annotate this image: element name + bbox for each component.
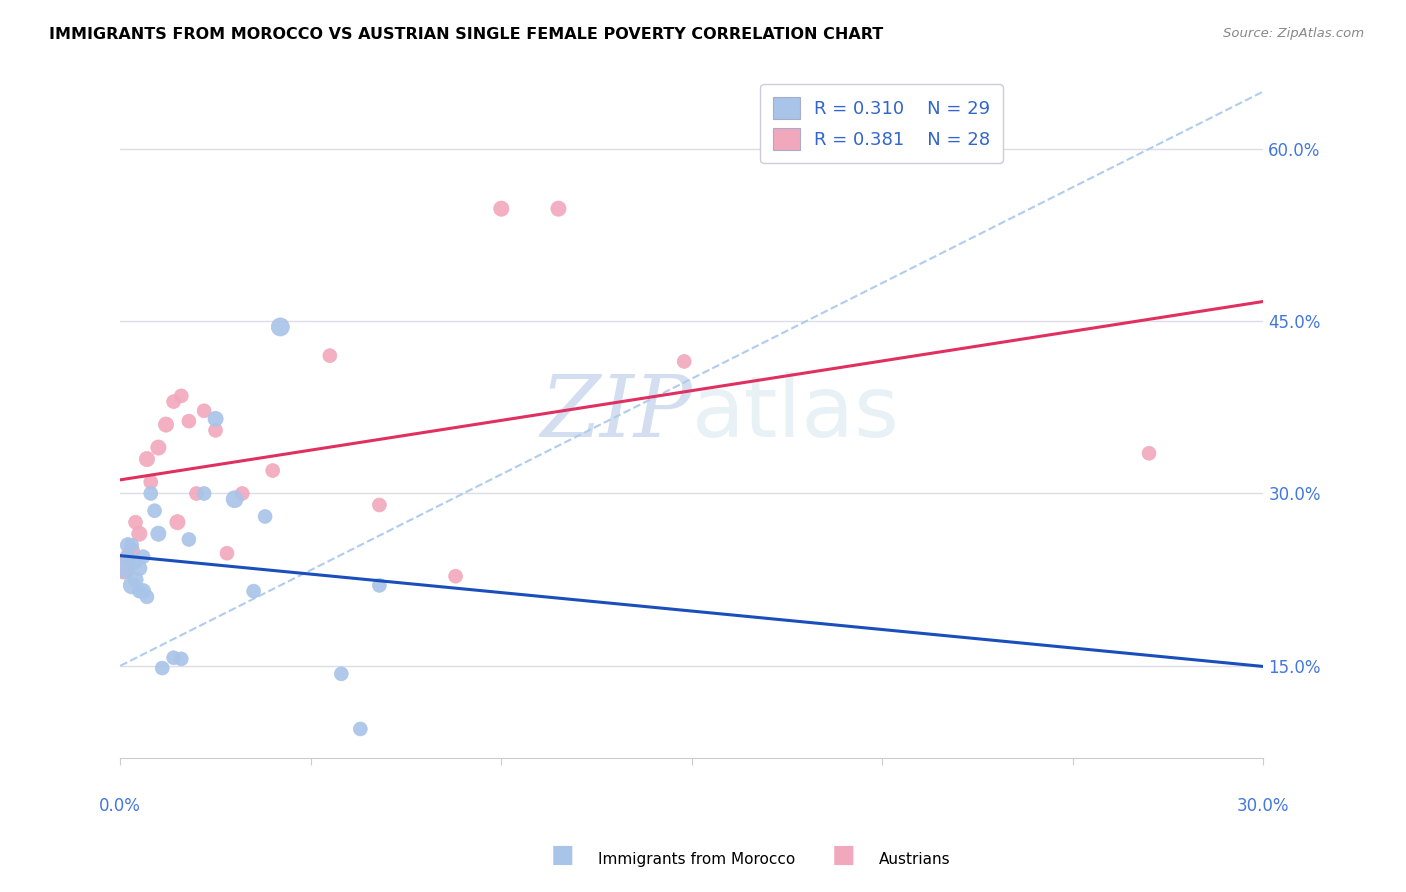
Point: [231, 486, 253, 500]
Point: [148, 526, 170, 541]
Text: 30.0%: 30.0%: [1237, 797, 1289, 814]
Point: [673, 354, 696, 368]
Point: [254, 509, 277, 524]
Point: [128, 526, 150, 541]
Point: [136, 452, 159, 467]
Text: ■: ■: [832, 843, 855, 867]
Point: [124, 556, 146, 570]
Point: [143, 504, 166, 518]
Point: [186, 486, 208, 500]
Text: atlas: atlas: [692, 372, 900, 455]
Point: [117, 549, 139, 564]
Point: [368, 498, 391, 512]
Point: [121, 544, 143, 558]
Point: [132, 549, 155, 564]
Point: [121, 556, 143, 570]
Point: [204, 412, 226, 426]
Point: [139, 486, 162, 500]
Text: Austrians: Austrians: [879, 852, 950, 867]
Point: [155, 417, 177, 432]
Point: [117, 538, 139, 552]
Text: ■: ■: [551, 843, 574, 867]
Point: [166, 515, 188, 529]
Point: [150, 661, 173, 675]
Point: [491, 202, 513, 216]
Point: [121, 538, 143, 552]
Point: [117, 549, 139, 564]
Point: [368, 578, 391, 592]
Point: [132, 584, 155, 599]
Point: [262, 463, 284, 477]
Point: [162, 650, 184, 665]
Point: [1137, 446, 1160, 460]
Point: [121, 578, 143, 592]
Point: [547, 202, 569, 216]
Point: [193, 404, 215, 418]
Point: [177, 414, 200, 428]
Point: [204, 423, 226, 437]
Point: [444, 569, 467, 583]
Point: [128, 561, 150, 575]
Point: [139, 475, 162, 489]
Point: [148, 441, 170, 455]
Point: [224, 492, 246, 507]
Point: [330, 666, 353, 681]
Point: [170, 389, 193, 403]
Point: [177, 533, 200, 547]
Text: Immigrants from Morocco: Immigrants from Morocco: [598, 852, 794, 867]
Point: [349, 722, 371, 736]
Point: [136, 590, 159, 604]
Text: ZIP: ZIP: [540, 372, 692, 454]
Point: [242, 584, 264, 599]
Point: [128, 584, 150, 599]
Point: [124, 573, 146, 587]
Text: 0.0%: 0.0%: [100, 797, 141, 814]
Point: [124, 515, 146, 529]
Text: Source: ZipAtlas.com: Source: ZipAtlas.com: [1223, 27, 1364, 40]
Legend: R = 0.310    N = 29, R = 0.381    N = 28: R = 0.310 N = 29, R = 0.381 N = 28: [759, 85, 1002, 163]
Point: [112, 561, 135, 575]
Text: IMMIGRANTS FROM MOROCCO VS AUSTRIAN SINGLE FEMALE POVERTY CORRELATION CHART: IMMIGRANTS FROM MOROCCO VS AUSTRIAN SING…: [49, 27, 883, 42]
Point: [319, 349, 342, 363]
Point: [162, 394, 184, 409]
Point: [112, 561, 135, 575]
Point: [269, 320, 291, 334]
Point: [215, 546, 238, 560]
Point: [193, 486, 215, 500]
Point: [170, 652, 193, 666]
